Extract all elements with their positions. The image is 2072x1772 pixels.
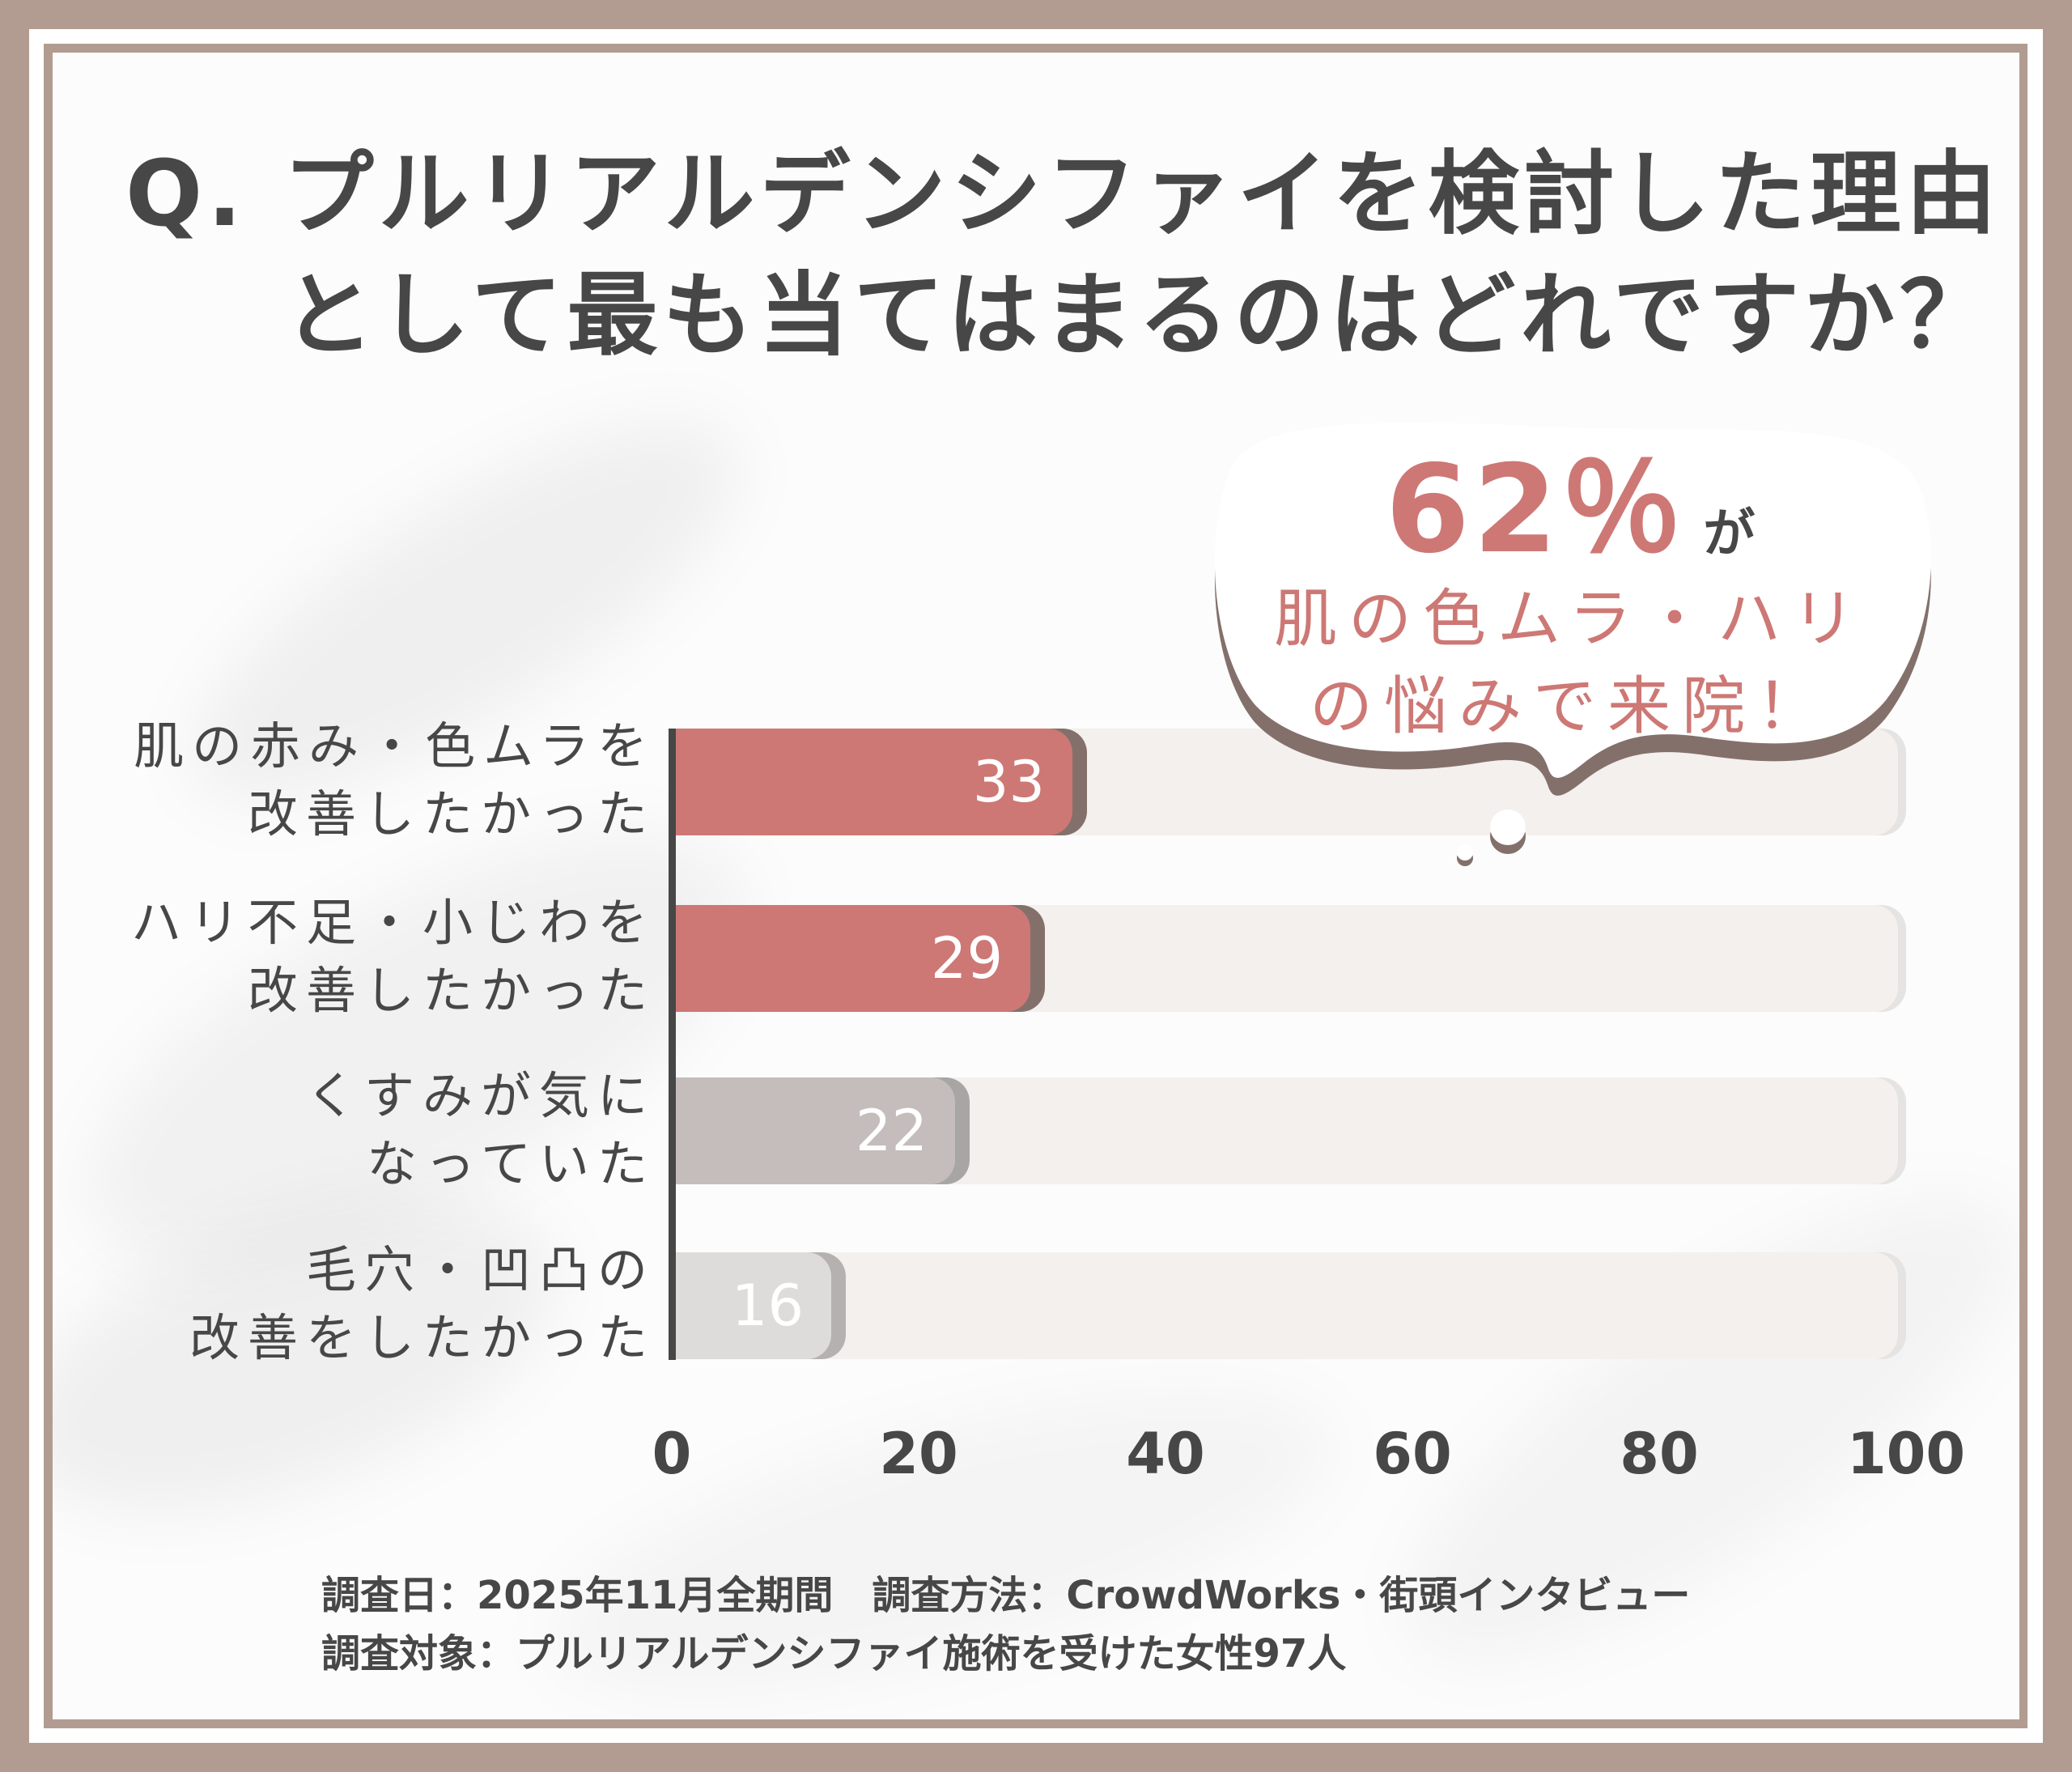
callout-particle: が: [1703, 504, 1756, 564]
callout-headline: 62％ が: [1198, 411, 1942, 587]
bar-pores-texture[interactable]: 16: [676, 1252, 831, 1359]
x-tick-label: 20: [879, 1421, 958, 1487]
bubble-dot-small: [1457, 844, 1473, 861]
category-label: 毛穴・凹凸の 改善をしたかった: [89, 1236, 656, 1372]
x-tick-label: 60: [1373, 1421, 1452, 1487]
speech-bubble-shape: [1214, 423, 1931, 866]
bar-value: 33: [972, 749, 1045, 815]
x-tick-label: 40: [1126, 1421, 1205, 1487]
category-label-line: 肌の赤み・色ムラを: [134, 716, 656, 776]
category-label-line: 改善したかった: [247, 784, 656, 844]
survey-footnote-line-2: 調査対象：プルリアルデンシファイ施術を受けた女性97人: [321, 1631, 1347, 1676]
category-label-line: 改善をしたかった: [189, 1308, 656, 1367]
callout-percent: 62％: [1385, 440, 1686, 580]
bar-skin-redness[interactable]: 33: [676, 729, 1072, 835]
category-label: 肌の赤み・色ムラを 改善したかった: [89, 712, 656, 848]
category-label-line: 毛穴・凹凸の: [305, 1240, 656, 1299]
bar-track: [676, 1252, 1898, 1359]
bar-value: 22: [855, 1098, 928, 1164]
x-tick-label: 100: [1846, 1421, 1966, 1487]
category-label-line: 改善したかった: [247, 961, 656, 1020]
x-tick-label: 0: [652, 1421, 692, 1487]
callout-line-2: の悩みで来院！: [1309, 670, 1831, 743]
bubble-dot-large: [1490, 810, 1526, 845]
question-title-line-2: として最も当てはまるのはどれですか？: [283, 263, 1996, 368]
survey-footnote: 調査日：2025年11月全期間 調査方法：CrowdWorks・街頭インタビュー…: [321, 1566, 1690, 1683]
category-label-line: ハリ不足・小じわを: [130, 893, 656, 952]
bar-value: 16: [731, 1273, 804, 1339]
bar-firmness-wrinkles[interactable]: 29: [676, 905, 1030, 1012]
survey-footnote-line-1: 調査日：2025年11月全期間 調査方法：CrowdWorks・街頭インタビュー: [321, 1573, 1691, 1618]
question-title: Q. プルリアルデンシファイを検討した理由 として最も当てはまるのはどれですか？: [125, 134, 2002, 376]
y-axis-line: [669, 729, 676, 1360]
bar-dullness[interactable]: 22: [676, 1077, 955, 1184]
category-label-line: なっていた: [367, 1134, 656, 1193]
category-label-line: くすみが気に: [305, 1066, 656, 1125]
x-tick-label: 80: [1620, 1421, 1699, 1487]
callout-bubble: 62％ が 肌の色ムラ・ハリ の悩みで来院！: [1198, 380, 1942, 866]
category-label: ハリ不足・小じわを 改善したかった: [89, 889, 656, 1025]
category-label: くすみが気に なっていた: [89, 1062, 656, 1198]
question-title-line-1: Q. プルリアルデンシファイを検討した理由: [125, 142, 2002, 247]
callout-line-1: 肌の色ムラ・ハリ: [1273, 583, 1867, 656]
infographic-canvas: Q. プルリアルデンシファイを検討した理由 として最も当てはまるのはどれですか？…: [53, 53, 2019, 1719]
bar-value: 29: [930, 925, 1003, 992]
